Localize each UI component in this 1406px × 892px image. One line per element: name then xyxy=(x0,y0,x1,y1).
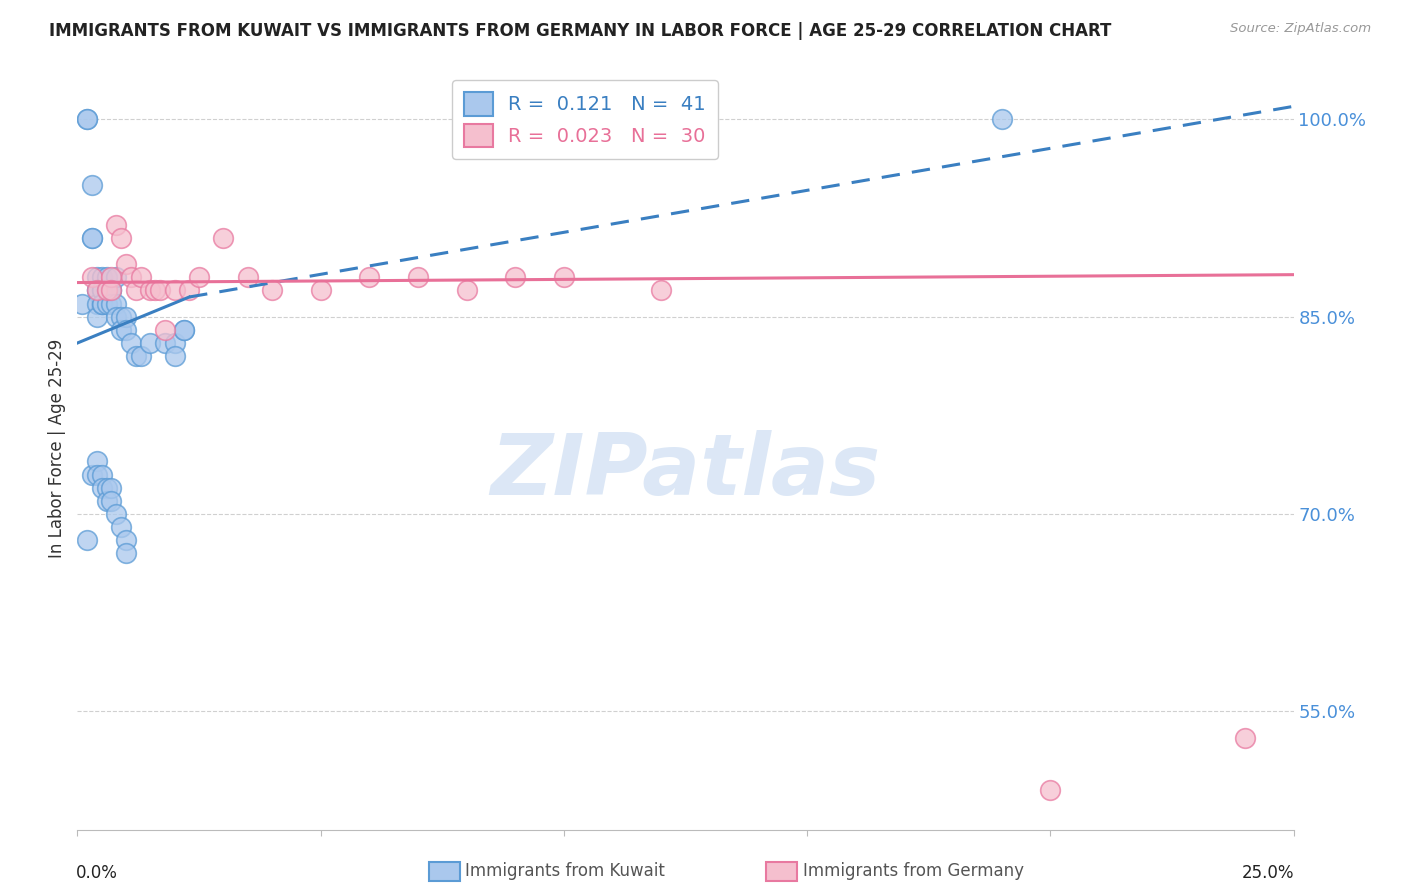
Point xyxy=(650,284,672,298)
Point xyxy=(260,284,283,298)
Point xyxy=(115,310,138,324)
Point xyxy=(553,270,575,285)
Point xyxy=(86,454,108,468)
Point xyxy=(86,270,108,285)
Point xyxy=(105,507,128,521)
Point xyxy=(86,284,108,298)
Point xyxy=(100,284,122,298)
Point xyxy=(163,336,186,351)
Point xyxy=(120,270,142,285)
Point xyxy=(86,310,108,324)
Point xyxy=(163,349,186,363)
Point xyxy=(990,112,1012,127)
Point xyxy=(456,284,478,298)
Point xyxy=(105,296,128,310)
Text: Source: ZipAtlas.com: Source: ZipAtlas.com xyxy=(1230,22,1371,36)
Point xyxy=(149,284,172,298)
Point xyxy=(115,257,138,271)
Point xyxy=(90,284,112,298)
Point xyxy=(153,323,176,337)
Point xyxy=(80,270,103,285)
Point xyxy=(90,284,112,298)
Point xyxy=(129,270,152,285)
Point xyxy=(105,218,128,232)
Point xyxy=(115,533,138,548)
Point xyxy=(125,349,148,363)
Point xyxy=(96,284,118,298)
Point xyxy=(100,284,122,298)
Text: Immigrants from Germany: Immigrants from Germany xyxy=(803,863,1024,880)
Point xyxy=(212,231,235,245)
Point xyxy=(96,284,118,298)
Point xyxy=(143,284,166,298)
Point xyxy=(96,284,118,298)
Point xyxy=(80,231,103,245)
Point xyxy=(163,284,186,298)
Text: ZIPatlas: ZIPatlas xyxy=(491,430,880,513)
Point xyxy=(76,112,98,127)
Point xyxy=(129,349,152,363)
Text: IMMIGRANTS FROM KUWAIT VS IMMIGRANTS FROM GERMANY IN LABOR FORCE | AGE 25-29 COR: IMMIGRANTS FROM KUWAIT VS IMMIGRANTS FRO… xyxy=(49,22,1112,40)
Point xyxy=(503,270,526,285)
Point xyxy=(76,112,98,127)
Point xyxy=(96,493,118,508)
Point xyxy=(100,481,122,495)
Point xyxy=(86,284,108,298)
Point xyxy=(553,112,575,127)
Point xyxy=(125,284,148,298)
Point xyxy=(1233,731,1256,745)
Point xyxy=(70,296,93,310)
Point xyxy=(86,284,108,298)
Point xyxy=(139,284,162,298)
Point xyxy=(105,310,128,324)
Point xyxy=(309,284,332,298)
Point xyxy=(1039,783,1062,797)
Point xyxy=(173,323,195,337)
Point xyxy=(100,296,122,310)
Point xyxy=(179,284,201,298)
Legend: R =  0.121   N =  41, R =  0.023   N =  30: R = 0.121 N = 41, R = 0.023 N = 30 xyxy=(451,80,717,159)
Point xyxy=(115,323,138,337)
Point xyxy=(96,270,118,285)
Point xyxy=(115,546,138,560)
Text: 0.0%: 0.0% xyxy=(76,863,118,882)
Point xyxy=(153,336,176,351)
Point xyxy=(96,481,118,495)
Point xyxy=(110,231,132,245)
Point xyxy=(100,284,122,298)
Point xyxy=(96,296,118,310)
Point xyxy=(100,493,122,508)
Point xyxy=(120,336,142,351)
Point xyxy=(76,533,98,548)
Point xyxy=(90,467,112,482)
Point xyxy=(236,270,259,285)
Point xyxy=(86,467,108,482)
Point xyxy=(90,270,112,285)
Point xyxy=(173,323,195,337)
Point xyxy=(406,270,429,285)
Point xyxy=(110,310,132,324)
Point xyxy=(86,296,108,310)
Point xyxy=(110,323,132,337)
Text: 25.0%: 25.0% xyxy=(1243,863,1295,882)
Point xyxy=(80,231,103,245)
Point xyxy=(188,270,211,285)
Point xyxy=(139,336,162,351)
Point xyxy=(359,270,381,285)
Text: Immigrants from Kuwait: Immigrants from Kuwait xyxy=(465,863,665,880)
Point xyxy=(110,520,132,534)
Point xyxy=(105,270,128,285)
Point xyxy=(90,481,112,495)
Point xyxy=(80,178,103,193)
Point xyxy=(90,296,112,310)
Point xyxy=(100,270,122,285)
Point xyxy=(80,467,103,482)
Y-axis label: In Labor Force | Age 25-29: In Labor Force | Age 25-29 xyxy=(48,339,66,558)
Point xyxy=(90,296,112,310)
